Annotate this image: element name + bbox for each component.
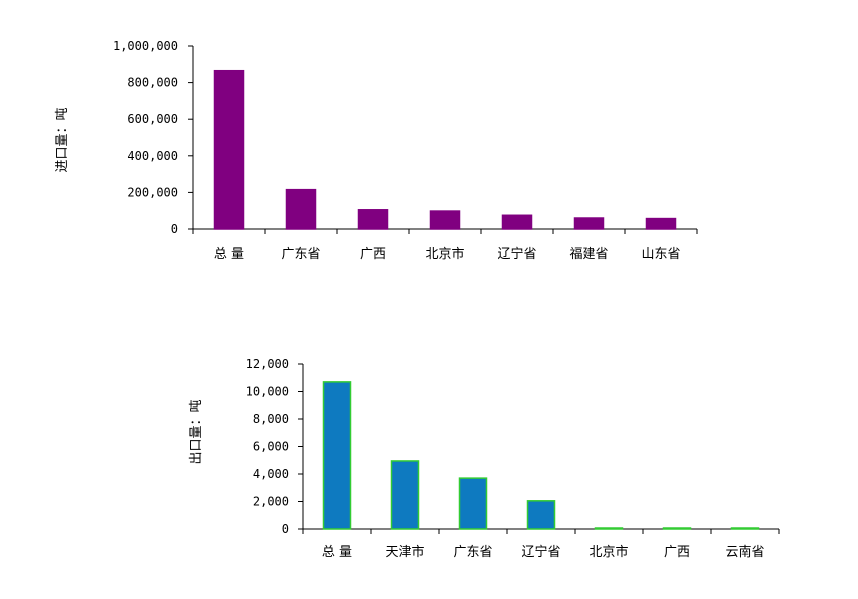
export-category-label: 北京市	[589, 544, 628, 560]
import-bar	[429, 210, 461, 230]
export-y-tick-label: 8,000	[253, 412, 289, 426]
export-category-label: 广西	[664, 545, 690, 560]
import-category-label: 广西	[360, 247, 386, 262]
import-bar	[645, 217, 677, 230]
import-bar	[213, 69, 245, 230]
import-y-tick-label: 800,000	[127, 76, 178, 90]
import-bar	[357, 209, 389, 230]
import-bar	[501, 214, 533, 230]
export-category-label: 广东省	[453, 545, 492, 560]
import-chart: 进口量：吨 0 200,000 400,000 600,000 800,000 1,000…	[55, 39, 698, 262]
export-bar	[526, 500, 556, 530]
export-category-label: 天津市	[385, 544, 424, 560]
import-category-label: 广东省	[281, 247, 320, 262]
import-y-tick-label: 0	[171, 222, 178, 236]
import-y-tick-label: 200,000	[127, 185, 178, 199]
import-category-label: 辽宁省	[497, 246, 536, 262]
export-category-label: 云南省	[725, 544, 764, 560]
import-y-tick-label: 400,000	[127, 149, 178, 163]
import-bar	[285, 188, 317, 230]
export-y-tick-label: 6,000	[253, 440, 289, 454]
export-y-tick-label: 10,000	[246, 385, 289, 399]
export-y-tick-label: 2,000	[253, 495, 289, 509]
export-category-label: 总 量	[322, 545, 352, 560]
export-category-label: 辽宁省	[521, 544, 560, 560]
export-bar	[662, 527, 692, 530]
export-bar	[730, 527, 760, 530]
export-y-tick-label: 4,000	[253, 467, 289, 481]
import-bar	[573, 217, 605, 230]
export-bar	[322, 381, 352, 530]
export-bar	[594, 527, 624, 530]
import-category-label: 总 量	[214, 247, 244, 262]
export-bar	[390, 460, 420, 530]
export-y-tick-label: 12,000	[246, 357, 289, 371]
import-category-label: 山东省	[641, 247, 680, 262]
import-y-tick-label: 600,000	[127, 112, 178, 126]
export-y-tick-label: 0	[282, 522, 289, 536]
import-category-label: 福建省	[569, 247, 608, 262]
import-y-tick-label: 1,000,000	[113, 39, 178, 53]
export-chart: 出口量：吨 0 2,000 4,000 6,000 8,000 10,000 12,000 总…	[189, 357, 780, 560]
import-y-axis-label: 进口量：吨	[55, 107, 70, 172]
import-category-label: 北京市	[425, 246, 464, 262]
export-y-axis-label: 出口量：吨	[189, 399, 204, 464]
export-bar	[458, 477, 488, 530]
